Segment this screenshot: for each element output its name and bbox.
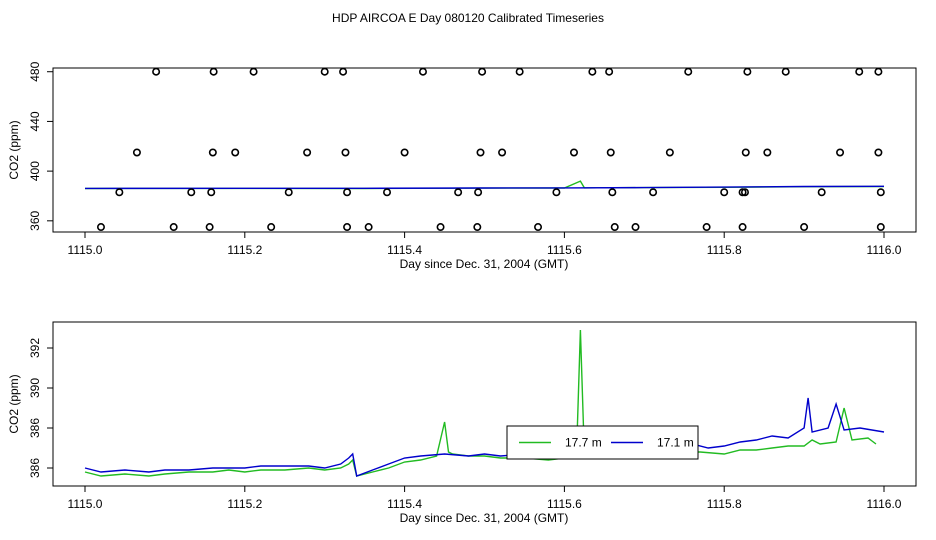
data-point: [610, 223, 619, 232]
data-point: [498, 148, 507, 157]
data-point: [476, 148, 485, 157]
series-line-17-1-m: [84, 397, 885, 477]
page-title: HDP AIRCOA E Day 080120 Calibrated Times…: [332, 11, 604, 25]
x-tick-label: 1115.6: [547, 497, 582, 511]
data-point: [665, 148, 674, 157]
data-point: [169, 223, 178, 232]
x-tick-label: 1115.2: [227, 497, 262, 511]
data-point: [874, 68, 883, 76]
data-point: [383, 188, 392, 197]
data-point: [569, 148, 578, 157]
data-point: [341, 148, 350, 157]
data-point: [267, 223, 276, 232]
y-tick-label: 360: [28, 210, 42, 230]
data-point: [588, 68, 597, 76]
data-point: [418, 68, 427, 76]
data-point: [817, 188, 826, 197]
data-point: [740, 188, 749, 197]
y-axis-label: CO2 (ppm): [7, 374, 21, 433]
data-point: [515, 68, 524, 76]
data-point: [343, 223, 352, 232]
plot-frame: [52, 321, 917, 487]
top-panel: 1115.0 1115.2 1115.4 1115.6 1115.8 1116.0 360 4…: [7, 61, 917, 271]
y-tick-label: 480: [28, 61, 42, 81]
data-point: [284, 188, 293, 197]
data-point: [763, 148, 772, 157]
data-point: [855, 68, 864, 76]
data-point: [684, 68, 693, 76]
data-point: [876, 223, 885, 232]
y-axis-label: CO2 (ppm): [7, 120, 21, 179]
data-point: [205, 223, 214, 232]
data-point: [96, 223, 105, 232]
data-point: [320, 68, 329, 76]
data-point: [800, 223, 809, 232]
data-point: [649, 188, 658, 197]
data-point: [606, 148, 615, 157]
plot-area: [84, 329, 885, 477]
data-point: [207, 188, 216, 197]
plot-area: [84, 68, 885, 232]
data-point: [436, 223, 445, 232]
y-tick-label: 390: [28, 378, 42, 398]
data-point: [874, 148, 883, 157]
bottom-panel: 1115.0 1115.2 1115.4 1115.6 1115.8 1116.0 386 3…: [7, 321, 917, 525]
data-point: [876, 188, 885, 197]
data-point: [454, 188, 463, 197]
data-point: [781, 68, 790, 76]
x-axis-label: Day since Dec. 31, 2004 (GMT): [400, 257, 569, 271]
x-tick-label: 1115.0: [68, 243, 103, 257]
data-point: [132, 148, 141, 157]
data-point: [209, 68, 218, 76]
data-point: [115, 188, 124, 197]
x-tick-label: 1115.2: [227, 243, 262, 257]
series-line-17-7-m: [84, 329, 877, 477]
data-point: [738, 223, 747, 232]
y-tick-label: 386: [28, 458, 42, 478]
x-tick-label: 1115.4: [387, 497, 422, 511]
series-line-1: [84, 185, 885, 190]
plot-frame: [52, 67, 917, 233]
y-tick-label: 400: [28, 161, 42, 181]
data-point: [743, 68, 752, 76]
data-point: [364, 223, 373, 232]
data-point: [187, 188, 196, 197]
data-point: [231, 148, 240, 157]
data-point: [836, 148, 845, 157]
data-point: [608, 188, 617, 197]
legend-label: 17.1 m: [657, 436, 694, 450]
y-tick-label: 440: [28, 111, 42, 131]
x-tick-label: 1115.8: [707, 243, 742, 257]
data-point: [552, 188, 561, 197]
data-point: [605, 68, 614, 76]
data-point: [534, 223, 543, 232]
data-point: [208, 148, 217, 157]
x-tick-label: 1115.6: [547, 243, 582, 257]
x-tick-label: 1116.0: [867, 243, 902, 257]
data-point: [478, 68, 487, 76]
data-point: [741, 148, 750, 157]
x-tick-label: 1115.0: [68, 497, 103, 511]
x-axis-label: Day since Dec. 31, 2004 (GMT): [400, 511, 569, 525]
data-point: [473, 223, 482, 232]
y-tick-label: 386: [28, 418, 42, 438]
data-point: [343, 188, 352, 197]
y-tick-label: 392: [28, 338, 42, 358]
data-point: [339, 68, 348, 76]
data-point: [152, 68, 161, 76]
data-point: [631, 223, 640, 232]
data-point: [474, 188, 483, 197]
x-tick-label: 1116.0: [867, 497, 902, 511]
x-tick-label: 1115.8: [707, 497, 742, 511]
data-point: [720, 188, 729, 197]
data-point: [249, 68, 258, 76]
x-tick-label: 1115.4: [387, 243, 422, 257]
legend-label: 17.7 m: [565, 436, 602, 450]
data-point: [702, 223, 711, 232]
data-point: [303, 148, 312, 157]
data-point: [400, 148, 409, 157]
